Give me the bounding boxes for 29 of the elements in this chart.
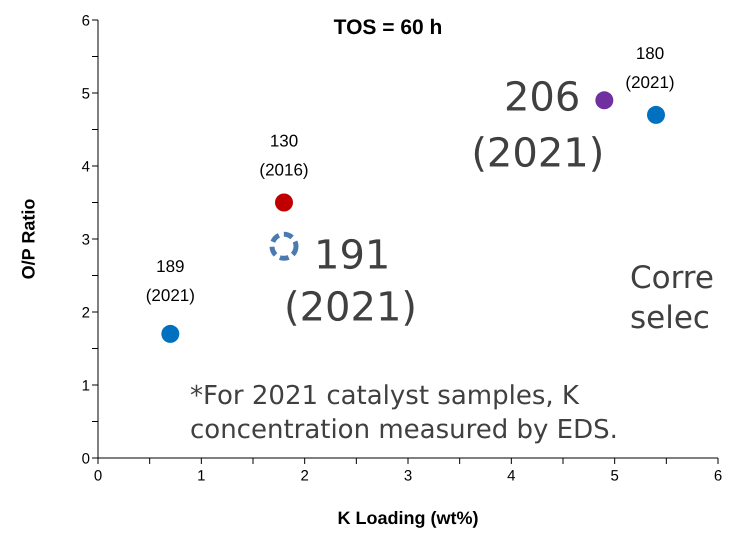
point — [161, 324, 180, 343]
x-tick-label: 4 — [507, 468, 516, 485]
y-tick-label: 5 — [82, 85, 90, 102]
y-tick-label: 2 — [82, 304, 90, 322]
annotation: *For 2021 catalyst samples, K concentration measured by EDS. — [190, 380, 618, 447]
annotation: 191 (2021) — [284, 232, 418, 330]
annotation: 130 (2016) — [259, 132, 309, 180]
x-tick-label: 2 — [300, 468, 309, 485]
point — [595, 91, 614, 110]
annotation: Corre selec — [630, 259, 714, 338]
y-tick-label: 0 — [82, 450, 90, 468]
annotation: 206 (2021) — [471, 74, 604, 176]
point — [647, 106, 665, 124]
chart-title: TOS = 60 h — [332, 16, 444, 40]
x-axis-title: K Loading (wt%) — [338, 508, 478, 528]
annotation: 180 (2021) — [625, 44, 675, 92]
annotation: 189 (2021) — [146, 256, 195, 305]
point — [275, 194, 293, 212]
y-axis-title: O/P Ratio — [18, 198, 38, 280]
x-tick-label: 3 — [404, 468, 412, 485]
x-tick-label: 1 — [197, 468, 206, 485]
y-tick-label: 4 — [82, 158, 90, 176]
point — [270, 232, 298, 261]
x-tick-label: 5 — [610, 468, 619, 485]
y-tick-label: 6 — [82, 12, 90, 30]
y-tick-label: 3 — [82, 231, 90, 248]
y-tick-label: 1 — [82, 377, 90, 394]
x-tick-label: 0 — [94, 468, 102, 485]
x-tick-label: 6 — [714, 468, 722, 485]
